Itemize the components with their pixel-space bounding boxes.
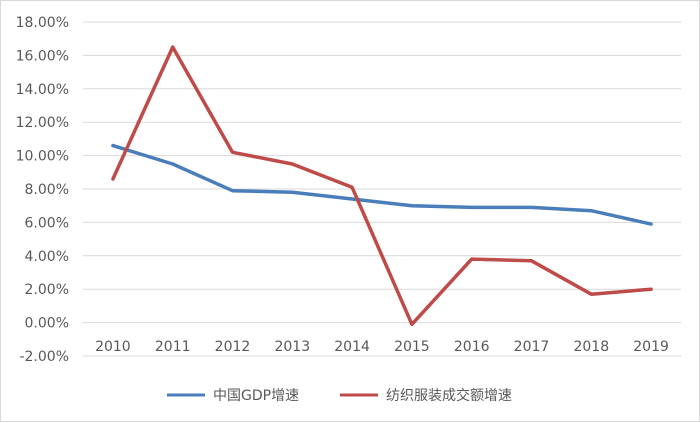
x-tick-label: 2018 xyxy=(573,339,609,355)
x-tick-label: 2010 xyxy=(95,339,131,355)
series-lines xyxy=(111,45,653,327)
x-tick-label: 2012 xyxy=(215,339,251,355)
y-tick-label: 18.00% xyxy=(16,15,69,31)
series-line-textile xyxy=(111,45,653,327)
x-tick-label: 2017 xyxy=(514,339,550,355)
y-tick-label: 10.00% xyxy=(16,149,69,165)
y-tick-label: 12.00% xyxy=(16,115,69,131)
legend-label-gdp: 中国GDP增速 xyxy=(213,388,299,404)
y-tick-label: 16.00% xyxy=(16,48,69,64)
y-tick-label: 0.00% xyxy=(25,316,69,332)
x-tick-label: 2011 xyxy=(155,339,191,355)
y-axis-tick-labels: -2.00% 0.00% 2.00% 4.00% 6.00% 8.00% 10.00% 12.… xyxy=(16,15,69,365)
gridlines xyxy=(83,21,681,357)
series-line-gdp xyxy=(111,143,653,226)
x-tick-label: 2013 xyxy=(274,339,310,355)
x-tick-label: 2014 xyxy=(334,339,370,355)
y-tick-label: 14.00% xyxy=(16,82,69,98)
y-tick-label: 6.00% xyxy=(25,215,69,231)
x-tick-label: 2016 xyxy=(454,339,490,355)
y-tick-label: 2.00% xyxy=(25,282,69,298)
x-tick-label: 2019 xyxy=(633,339,669,355)
y-tick-label: -2.00% xyxy=(19,349,69,365)
x-axis-tick-labels: 2010 2011 2012 2013 2014 2015 2016 2017 2018 2019 xyxy=(95,339,669,355)
y-tick-label: 8.00% xyxy=(25,182,69,198)
legend: 中国GDP增速 纺织服装成交额增速 xyxy=(167,387,512,404)
legend-label-textile: 纺织服装成交额增速 xyxy=(386,387,512,404)
y-tick-label: 4.00% xyxy=(25,249,69,265)
x-tick-label: 2015 xyxy=(394,339,430,355)
